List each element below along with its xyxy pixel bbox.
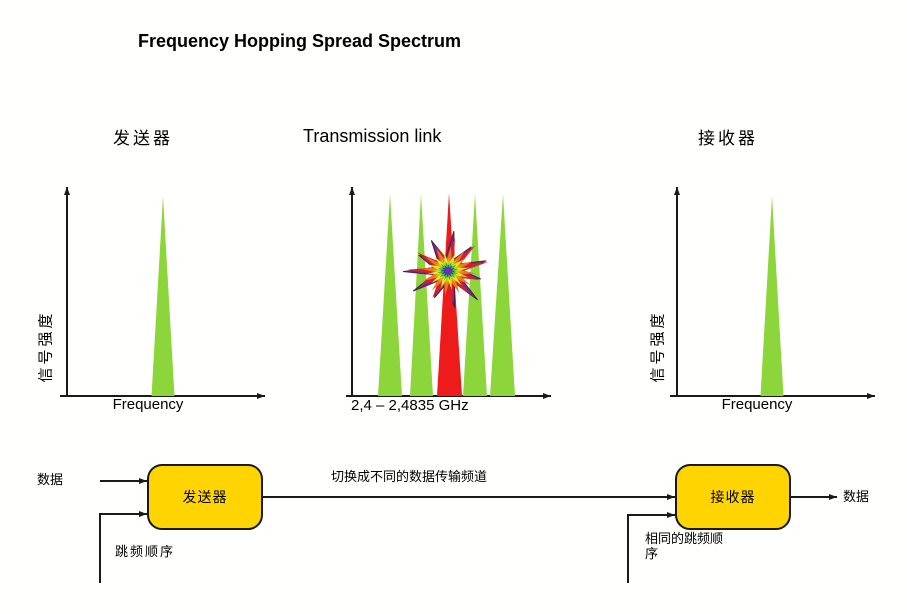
- interference-starburst-icon: [402, 230, 489, 308]
- data-out-label: 数据: [843, 489, 870, 504]
- rx-x-axis-label: Frequency: [721, 396, 793, 413]
- transmitter-node-box: 发送器: [147, 464, 263, 530]
- tx-signal-spike: [151, 196, 175, 396]
- starburst-center-dot: [444, 268, 452, 274]
- link-channel-spike-5: [490, 194, 515, 396]
- rx-y-axis-label: 信号强度: [649, 310, 667, 383]
- tx-y-axis-label: 信号强度: [37, 310, 55, 383]
- link-channel-spike-4: [463, 194, 487, 396]
- transmitter-node-label: 发送器: [182, 489, 228, 505]
- tx-x-axis-label: Frequency: [112, 396, 184, 413]
- slide-title: Frequency Hopping Spread Spectrum: [138, 31, 462, 51]
- receiver-node-label: 接收器: [710, 489, 756, 505]
- channel-switch-note-label: 切换成不同的数据传输频道: [331, 469, 488, 484]
- block-diagram-connectors: [99, 478, 837, 583]
- receiver-section-label: 接收器: [698, 129, 758, 148]
- hop-sequence-label: 跳频顺序: [115, 544, 176, 559]
- rx-signal-spike: [760, 196, 784, 396]
- transmitter-section-label: 发送器: [113, 129, 173, 148]
- data-in-label: 数据: [37, 472, 64, 487]
- link-spectrum-plot: [346, 187, 551, 399]
- rx-spectrum-plot: [670, 187, 875, 399]
- tx-spectrum-plot: [60, 187, 265, 399]
- link-channel-spike-2: [410, 194, 433, 396]
- link-channel-spike-1: [378, 194, 402, 396]
- same-hop-sequence-label: 相同的跳频顺序: [645, 531, 724, 562]
- transmission-link-section-label: Transmission link: [303, 126, 442, 146]
- receiver-node-box: 接收器: [675, 464, 791, 530]
- link-x-axis-label: 2,4 – 2,4835 GHz: [351, 397, 469, 414]
